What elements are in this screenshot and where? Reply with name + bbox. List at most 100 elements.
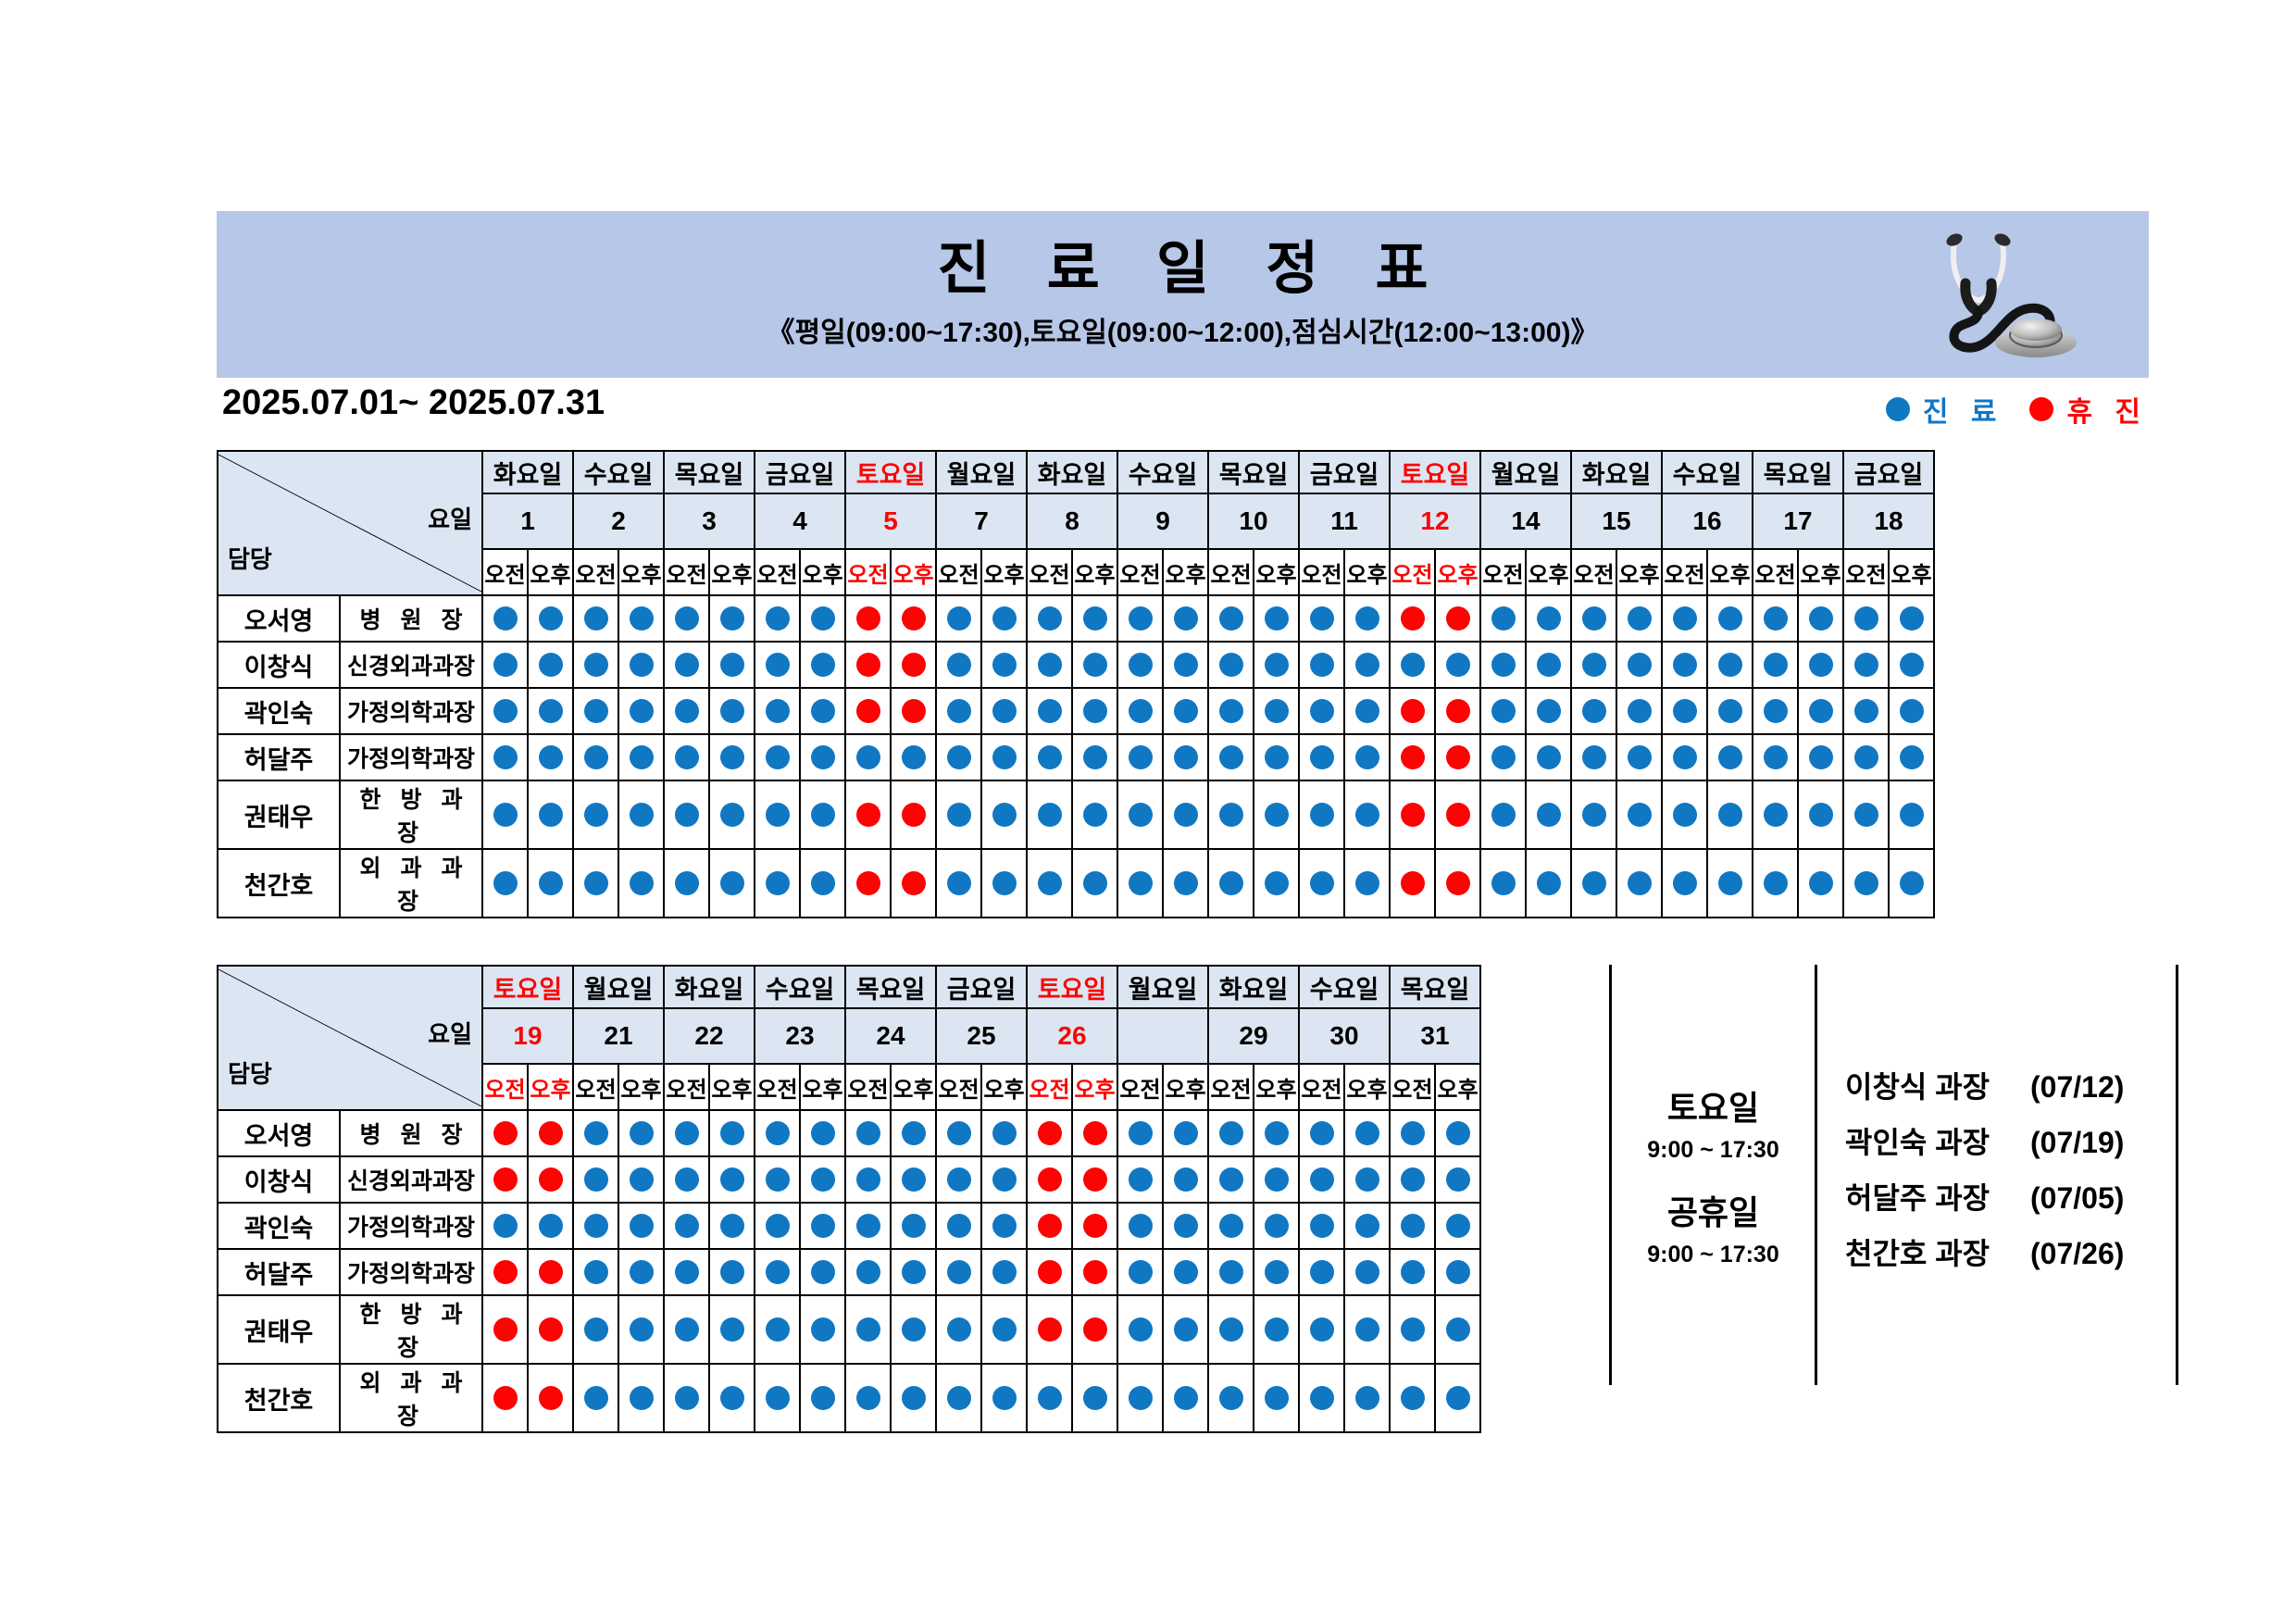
- schedule-cell[interactable]: [935, 687, 982, 735]
- schedule-cell[interactable]: [935, 641, 982, 689]
- schedule-cell[interactable]: [708, 1202, 755, 1250]
- schedule-cell[interactable]: [663, 594, 710, 643]
- schedule-cell[interactable]: [663, 1294, 710, 1365]
- schedule-cell[interactable]: [1343, 594, 1391, 643]
- schedule-cell[interactable]: [890, 780, 937, 850]
- schedule-cell[interactable]: [527, 733, 574, 781]
- schedule-cell[interactable]: [1117, 1294, 1164, 1365]
- schedule-cell[interactable]: [527, 1248, 574, 1296]
- schedule-cell[interactable]: [844, 1109, 892, 1157]
- schedule-cell[interactable]: [1207, 1155, 1254, 1204]
- schedule-cell[interactable]: [754, 641, 801, 689]
- schedule-cell[interactable]: [1434, 1248, 1481, 1296]
- schedule-cell[interactable]: [708, 1248, 755, 1296]
- schedule-cell[interactable]: [980, 1363, 1028, 1433]
- schedule-cell[interactable]: [1298, 1155, 1345, 1204]
- schedule-cell[interactable]: [1343, 780, 1391, 850]
- schedule-cell[interactable]: [1071, 641, 1118, 689]
- schedule-cell[interactable]: [618, 594, 665, 643]
- schedule-cell[interactable]: [1343, 1155, 1391, 1204]
- schedule-cell[interactable]: [935, 1248, 982, 1296]
- schedule-cell[interactable]: [1162, 780, 1209, 850]
- schedule-cell[interactable]: [1479, 848, 1527, 918]
- schedule-cell[interactable]: [1752, 687, 1799, 735]
- schedule-cell[interactable]: [527, 641, 574, 689]
- schedule-cell[interactable]: [1842, 641, 1890, 689]
- schedule-cell[interactable]: [572, 1155, 619, 1204]
- schedule-cell[interactable]: [890, 848, 937, 918]
- schedule-cell[interactable]: [1479, 687, 1527, 735]
- schedule-cell[interactable]: [481, 1202, 529, 1250]
- schedule-cell[interactable]: [481, 687, 529, 735]
- schedule-cell[interactable]: [1661, 848, 1708, 918]
- schedule-cell[interactable]: [481, 733, 529, 781]
- schedule-cell[interactable]: [1162, 733, 1209, 781]
- schedule-cell[interactable]: [1616, 594, 1663, 643]
- schedule-cell[interactable]: [799, 1248, 846, 1296]
- schedule-cell[interactable]: [935, 1155, 982, 1204]
- schedule-cell[interactable]: [1162, 1363, 1209, 1433]
- schedule-cell[interactable]: [1071, 1202, 1118, 1250]
- schedule-cell[interactable]: [754, 1294, 801, 1365]
- schedule-cell[interactable]: [1343, 641, 1391, 689]
- schedule-cell[interactable]: [1343, 1202, 1391, 1250]
- schedule-cell[interactable]: [708, 1294, 755, 1365]
- schedule-cell[interactable]: [1253, 733, 1300, 781]
- schedule-cell[interactable]: [1207, 641, 1254, 689]
- schedule-cell[interactable]: [1162, 1202, 1209, 1250]
- schedule-cell[interactable]: [663, 780, 710, 850]
- schedule-cell[interactable]: [1661, 733, 1708, 781]
- schedule-cell[interactable]: [1298, 1294, 1345, 1365]
- schedule-cell[interactable]: [1071, 733, 1118, 781]
- schedule-cell[interactable]: [1026, 1363, 1073, 1433]
- schedule-cell[interactable]: [754, 848, 801, 918]
- schedule-cell[interactable]: [1117, 687, 1164, 735]
- schedule-cell[interactable]: [1207, 594, 1254, 643]
- schedule-cell[interactable]: [1207, 1294, 1254, 1365]
- schedule-cell[interactable]: [1752, 641, 1799, 689]
- schedule-cell[interactable]: [1661, 780, 1708, 850]
- schedule-cell[interactable]: [980, 848, 1028, 918]
- schedule-cell[interactable]: [935, 1109, 982, 1157]
- schedule-cell[interactable]: [618, 733, 665, 781]
- schedule-cell[interactable]: [754, 1109, 801, 1157]
- schedule-cell[interactable]: [1026, 641, 1073, 689]
- schedule-cell[interactable]: [1525, 641, 1572, 689]
- schedule-cell[interactable]: [1071, 1109, 1118, 1157]
- schedule-cell[interactable]: [1842, 594, 1890, 643]
- schedule-cell[interactable]: [890, 1294, 937, 1365]
- schedule-cell[interactable]: [890, 687, 937, 735]
- schedule-cell[interactable]: [1298, 1363, 1345, 1433]
- schedule-cell[interactable]: [481, 594, 529, 643]
- schedule-cell[interactable]: [1298, 594, 1345, 643]
- schedule-cell[interactable]: [481, 1294, 529, 1365]
- schedule-cell[interactable]: [1343, 733, 1391, 781]
- schedule-cell[interactable]: [799, 1202, 846, 1250]
- schedule-cell[interactable]: [1616, 733, 1663, 781]
- schedule-cell[interactable]: [1706, 780, 1753, 850]
- schedule-cell[interactable]: [708, 848, 755, 918]
- schedule-cell[interactable]: [618, 780, 665, 850]
- schedule-cell[interactable]: [481, 780, 529, 850]
- schedule-cell[interactable]: [1389, 1248, 1436, 1296]
- schedule-cell[interactable]: [980, 1202, 1028, 1250]
- schedule-cell[interactable]: [1071, 1248, 1118, 1296]
- schedule-cell[interactable]: [980, 594, 1028, 643]
- schedule-cell[interactable]: [1207, 733, 1254, 781]
- schedule-cell[interactable]: [708, 594, 755, 643]
- schedule-cell[interactable]: [527, 1363, 574, 1433]
- schedule-cell[interactable]: [1253, 1363, 1300, 1433]
- schedule-cell[interactable]: [844, 848, 892, 918]
- schedule-cell[interactable]: [572, 1202, 619, 1250]
- schedule-cell[interactable]: [1298, 1248, 1345, 1296]
- schedule-cell[interactable]: [1616, 780, 1663, 850]
- schedule-cell[interactable]: [1434, 1363, 1481, 1433]
- schedule-cell[interactable]: [527, 1155, 574, 1204]
- schedule-cell[interactable]: [935, 1363, 982, 1433]
- schedule-cell[interactable]: [663, 1248, 710, 1296]
- schedule-cell[interactable]: [1117, 1155, 1164, 1204]
- schedule-cell[interactable]: [1026, 1294, 1073, 1365]
- schedule-cell[interactable]: [1253, 687, 1300, 735]
- schedule-cell[interactable]: [890, 594, 937, 643]
- schedule-cell[interactable]: [1479, 641, 1527, 689]
